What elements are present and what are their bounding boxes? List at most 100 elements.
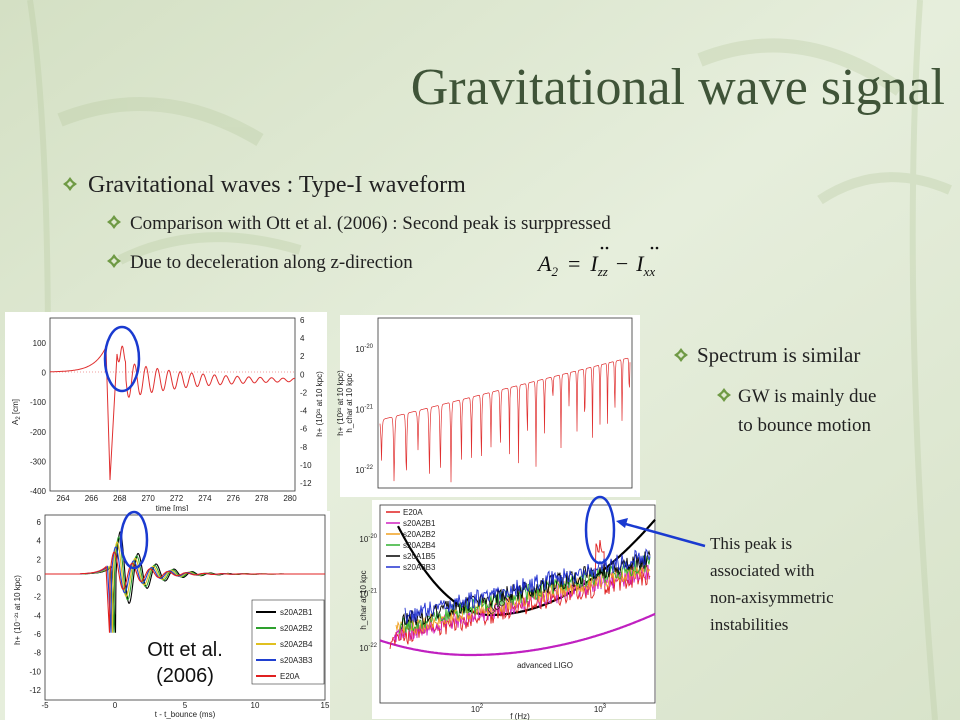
y2-tick-label: 4 — [300, 334, 305, 343]
tick-exp: -20 — [364, 344, 373, 350]
y-tick-label: 100 — [33, 339, 47, 348]
bullet: Gravitational waves : Type-I waveform — [88, 172, 466, 198]
y-axis-label: h+ (10⁻²¹ at 10 kpc) — [13, 575, 22, 645]
legend-label: s20A2B2 — [403, 530, 436, 539]
tick-exp: -22 — [364, 465, 373, 471]
y-tick-label: 0 — [42, 369, 47, 378]
tick-exp: 3 — [603, 704, 607, 710]
right-sub-bullet: to bounce motion — [738, 415, 871, 436]
annotation-line: associated with — [710, 561, 815, 580]
y-axis-label: h_char at 10 kpc — [345, 373, 354, 432]
arrow-head — [616, 518, 628, 528]
tick-exp: -22 — [368, 643, 377, 649]
x-tick-label: 274 — [198, 494, 212, 503]
tick-exp: 2 — [480, 704, 484, 710]
x-axis-label: time [ms] — [156, 504, 188, 513]
y-tick-label: -6 — [34, 630, 42, 639]
highlight-circle — [584, 495, 616, 565]
label-part: [cm] — [11, 399, 20, 416]
y-tick-label: -10 — [29, 667, 41, 676]
annotation-line: non-axisymmetric — [710, 588, 834, 607]
curve — [395, 563, 651, 635]
tick-base: 10 — [355, 466, 364, 475]
slide-title: Gravitational wave signal — [411, 59, 945, 116]
y-tick-label: 10-22 — [359, 643, 377, 653]
label-part: A — [11, 419, 20, 425]
x-tick-label: -5 — [41, 701, 49, 710]
legend-label: s20A2B1 — [403, 519, 436, 528]
y2-tick-label: 6 — [300, 316, 305, 325]
y-tick-label: 0 — [37, 574, 42, 583]
y-tick-label: 10-21 — [359, 589, 377, 599]
y-tick-label: -200 — [30, 428, 47, 437]
curve — [45, 551, 325, 633]
right-sub-bullet: GW is mainly due — [738, 386, 876, 407]
tick-base: 10 — [355, 406, 364, 415]
plot-axes — [49, 317, 296, 492]
y-tick-label: 4 — [37, 537, 42, 546]
y-tick-label: -12 — [29, 686, 41, 695]
highlight-circle — [119, 510, 149, 570]
tick-base: 10 — [359, 535, 368, 544]
x-tick-label: 276 — [227, 494, 241, 503]
y2-tick-label: 0 — [300, 370, 305, 379]
y-tick-label: -4 — [34, 611, 42, 620]
y-tick-label: -300 — [30, 457, 47, 466]
x-axis-label: t - t_bounce (ms) — [155, 710, 216, 719]
curve — [401, 549, 651, 630]
tick-exp: -21 — [364, 405, 373, 411]
curve — [379, 612, 656, 657]
plot-panel — [5, 312, 327, 512]
y2-tick-label: -8 — [300, 443, 308, 452]
sub-bullet: Due to deceleration along z-direction — [130, 252, 413, 273]
equation: A2 = Izz − Ixx — [536, 251, 655, 279]
y2-tick-label: -12 — [300, 479, 312, 488]
x-tick-label: 102 — [471, 704, 484, 714]
x-tick-label: 0 — [113, 701, 118, 710]
y-tick-label: 10-22 — [355, 465, 373, 475]
curve — [379, 357, 631, 483]
legend-label: E20A — [403, 508, 423, 517]
legend-label: s20A2B2 — [280, 624, 313, 633]
caption: (2006) — [156, 665, 214, 687]
legend-label: s20A2B4 — [280, 640, 313, 649]
y2-tick-label: -4 — [300, 407, 308, 416]
y-tick-label: 10-21 — [355, 405, 373, 415]
x-tick-label: 270 — [141, 494, 155, 503]
sub-bullet: Comparison with Ott et al. (2006) : Seco… — [130, 213, 611, 234]
label-part: 2 — [16, 416, 22, 420]
y-tick-label: 2 — [37, 555, 42, 564]
legend-label: s20A1B5 — [403, 552, 436, 561]
legend-label: s20A3B3 — [403, 563, 436, 572]
x-tick-label: 10 — [251, 701, 260, 710]
annotation-line: This peak is — [710, 534, 792, 553]
y-tick-label: -400 — [30, 487, 47, 496]
y-tick-label: -2 — [34, 593, 42, 602]
legend-box — [251, 599, 325, 685]
x-tick-label: 280 — [283, 494, 297, 503]
legend-label: s20A3B3 — [280, 656, 313, 665]
x-tick-label: 272 — [170, 494, 184, 503]
y-tick-label: -100 — [30, 398, 47, 407]
y2-axis-label: h+ (10²¹ at 10 kpc) — [315, 371, 324, 437]
x-tick-label: 268 — [113, 494, 127, 503]
x-tick-label: 264 — [56, 494, 70, 503]
x-tick-label: 103 — [594, 704, 607, 714]
highlight-circle — [103, 325, 141, 393]
tick-exp: -21 — [368, 589, 377, 595]
y2-tick-label: -2 — [300, 388, 308, 397]
y-tick-label: 10-20 — [359, 534, 377, 544]
y2-tick-label: -10 — [300, 461, 312, 470]
plot-panel — [372, 500, 656, 719]
tick-base: 10 — [359, 644, 368, 653]
y-tick-label: 6 — [37, 518, 42, 527]
curve-label: advanced LIGO — [517, 661, 573, 670]
x-tick-label: 266 — [85, 494, 99, 503]
plot-axes — [44, 514, 326, 701]
legend-label: s20A2B4 — [403, 541, 436, 550]
y2-tick-label: 2 — [300, 352, 305, 361]
y-axis-label: h+ (10²¹ at 10 kpc) — [336, 370, 345, 436]
x-axis-label: f (Hz) — [510, 712, 530, 720]
tick-base: 10 — [471, 705, 480, 714]
